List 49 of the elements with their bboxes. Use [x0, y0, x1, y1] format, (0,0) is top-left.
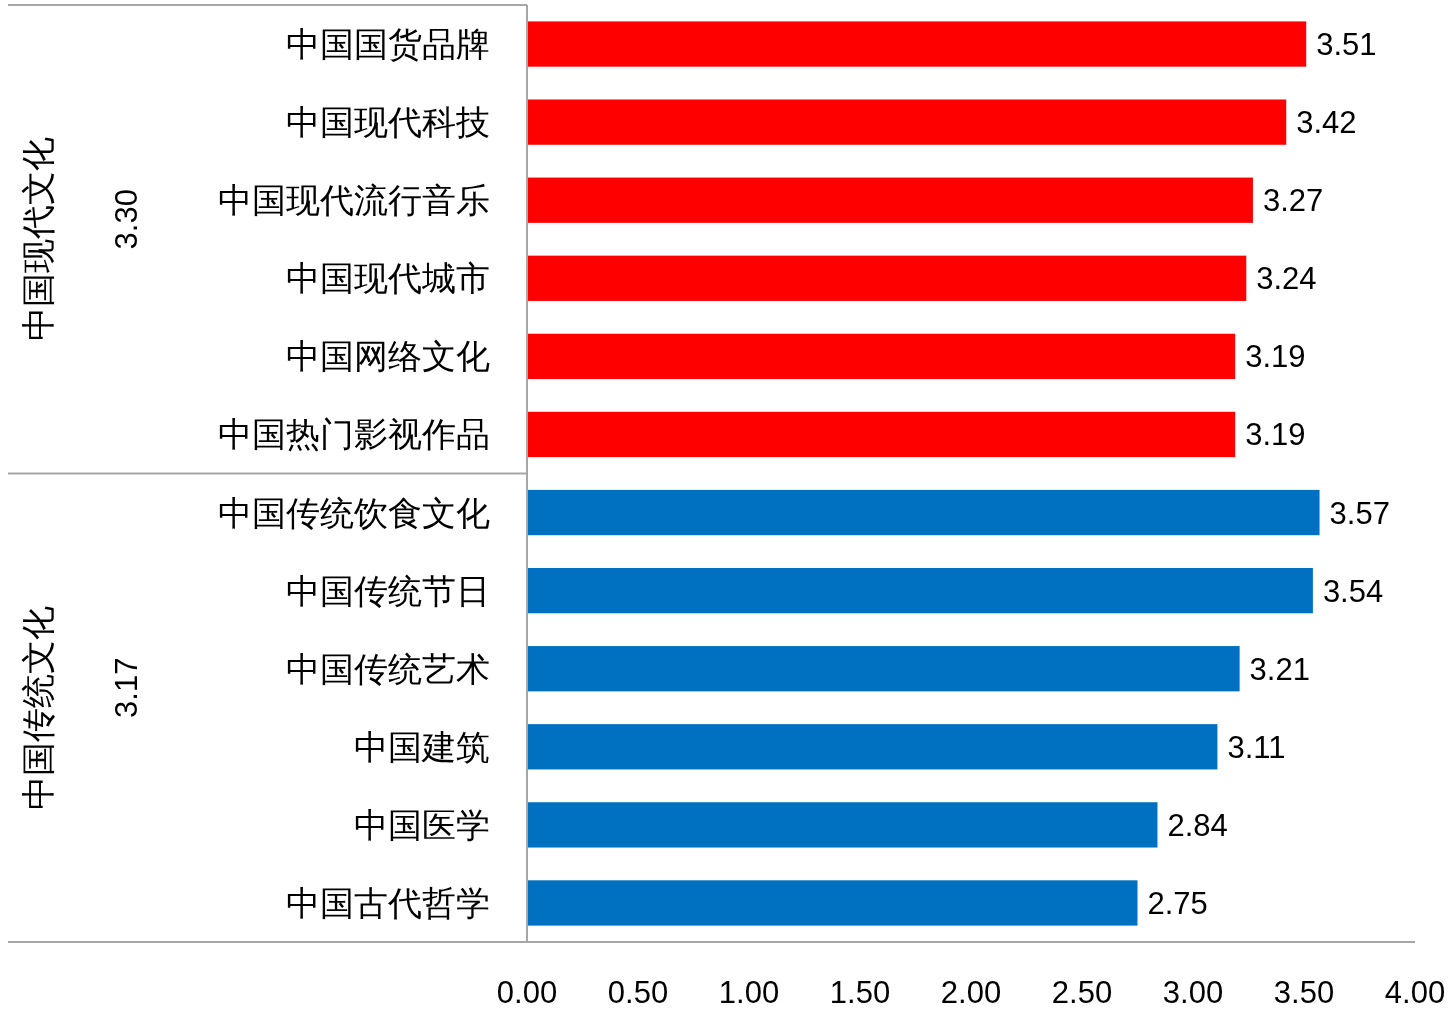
x-tick-label: 2.00 [940, 975, 1002, 1010]
bar [527, 489, 1320, 536]
x-tick-label: 1.00 [718, 975, 780, 1010]
data-label: 3.54 [1322, 573, 1384, 609]
y-tick-label: 中国热门影视作品 [218, 415, 490, 454]
text: 3.17 [109, 657, 144, 718]
data-label: 3.19 [1245, 417, 1306, 453]
x-tick-label: 4.00 [1384, 975, 1446, 1010]
y-tick-label: 中国现代流行音乐 [218, 181, 490, 220]
y-tick-label: 中国现代科技 [286, 103, 490, 142]
y-tick-label: 中国现代城市 [286, 259, 490, 298]
bar [527, 333, 1236, 380]
text: 中国现代文化 [19, 137, 57, 342]
bar [527, 646, 1240, 692]
data-label: 3.57 [1329, 495, 1390, 531]
bar [527, 411, 1236, 458]
bar [527, 567, 1313, 614]
data-label: 3.42 [1296, 105, 1357, 141]
bar [527, 724, 1218, 770]
bar [527, 21, 1307, 67]
data-label: 3.51 [1316, 27, 1377, 63]
y-tick-label: 中国传统艺术 [286, 649, 490, 688]
data-label: 2.84 [1167, 807, 1228, 843]
data-label: 2.75 [1147, 885, 1208, 921]
x-tick-label: 3.50 [1273, 975, 1335, 1010]
data-label: 3.27 [1262, 183, 1324, 219]
bar [527, 177, 1253, 223]
x-tick-label: 0.00 [496, 975, 558, 1010]
x-tick-label: 0.50 [607, 975, 669, 1010]
y-tick-label: 中国网络文化 [286, 337, 490, 376]
data-label: 3.11 [1227, 729, 1286, 765]
data-label: 3.24 [1256, 261, 1317, 297]
bar [527, 255, 1247, 301]
x-tick-label: 3.00 [1162, 975, 1224, 1010]
y-tick-label: 中国传统饮食文化 [218, 493, 490, 532]
y-tick-label: 中国国货品牌 [286, 25, 490, 64]
y-tick-label: 中国古代哲学 [286, 883, 490, 922]
y-tick-label: 中国医学 [354, 805, 490, 844]
bar [527, 99, 1287, 145]
y-tick-label: 中国建筑 [354, 727, 490, 766]
x-tick-label: 2.50 [1051, 975, 1113, 1010]
data-label: 3.21 [1249, 651, 1310, 687]
bar [527, 880, 1138, 926]
text: 3.30 [109, 189, 144, 250]
text: 中国传统文化 [19, 605, 57, 810]
y-tick-label: 中国传统节日 [286, 571, 490, 610]
x-tick-label: 1.50 [829, 975, 891, 1010]
bar [527, 802, 1158, 848]
data-label: 3.19 [1245, 339, 1306, 375]
